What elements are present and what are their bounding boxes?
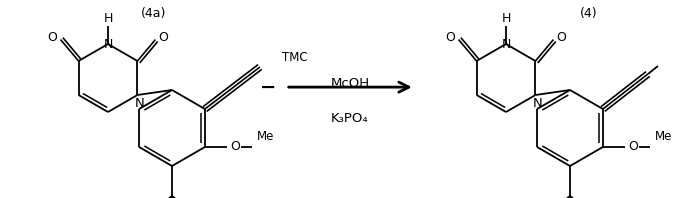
Text: O: O bbox=[158, 31, 169, 44]
Text: K₃PO₄: K₃PO₄ bbox=[331, 112, 369, 125]
Text: O: O bbox=[556, 31, 567, 44]
Text: Me: Me bbox=[655, 130, 673, 144]
Text: McOH: McOH bbox=[330, 77, 369, 90]
Text: (4a): (4a) bbox=[141, 7, 166, 20]
Text: −: − bbox=[260, 78, 277, 97]
Text: O: O bbox=[628, 141, 638, 153]
Text: H: H bbox=[501, 11, 511, 25]
Text: TMC: TMC bbox=[282, 50, 307, 64]
Text: Me: Me bbox=[257, 130, 275, 144]
Text: N: N bbox=[135, 96, 144, 109]
Text: N: N bbox=[103, 37, 113, 50]
Text: O: O bbox=[230, 141, 240, 153]
Text: N: N bbox=[501, 37, 511, 50]
Text: O: O bbox=[445, 31, 456, 44]
Text: O: O bbox=[47, 31, 57, 44]
Text: H: H bbox=[103, 11, 113, 25]
Text: (4): (4) bbox=[580, 7, 598, 20]
Text: N: N bbox=[533, 96, 542, 109]
